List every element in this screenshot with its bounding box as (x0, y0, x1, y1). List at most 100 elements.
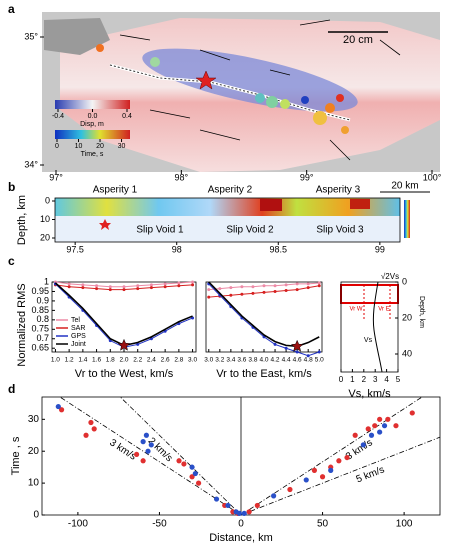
scale-label: 20 cm (343, 34, 373, 46)
series-point (306, 354, 310, 358)
legend-label: SAR (71, 325, 85, 332)
x-tick-label: 2.6 (161, 357, 170, 364)
series-point (284, 283, 288, 287)
y-tick-label: 20 (28, 446, 40, 457)
scatter-point (344, 454, 350, 461)
y-axis-label: Depth, km (418, 296, 425, 328)
x-tick-label: 4.4 (282, 357, 291, 364)
y-tick-label: 0.8 (36, 314, 49, 324)
series-point (317, 350, 321, 354)
x-tick-label: 1 (350, 375, 355, 384)
series-point (284, 289, 288, 293)
series-point (67, 282, 71, 286)
series-point (273, 284, 277, 288)
speed-line (59, 396, 242, 516)
scatter-point (140, 458, 146, 464)
cbar-label: 10 (75, 143, 83, 150)
scatter-point (365, 426, 371, 432)
series-point (177, 281, 181, 285)
map (42, 12, 440, 172)
x-axis-label: Vr to the East, km/s (216, 368, 312, 380)
x-tick-label: 1.4 (78, 357, 87, 364)
x-tick-label: 100 (396, 519, 413, 530)
y-tick-label: 10 (40, 214, 50, 224)
y-tick-label: 20 (402, 312, 412, 322)
lon-label: 100° (423, 172, 442, 182)
y-tick-label: 0.95 (31, 286, 49, 296)
x-tick-label: 3.6 (237, 357, 246, 364)
legend-label: Tel (71, 317, 80, 324)
series-point (95, 284, 99, 288)
scatter-point (311, 467, 318, 473)
x-tick-label: 98.5 (270, 244, 288, 254)
annotation: Vr E (378, 307, 389, 313)
series-point (207, 295, 211, 299)
series-point (122, 285, 126, 289)
scatter-point (246, 509, 252, 515)
scatter-point (148, 442, 154, 448)
x-tick-label: 5 (396, 375, 401, 384)
scatter-point (409, 410, 415, 416)
x-axis-label: Distance, km (209, 532, 273, 544)
series-point (273, 289, 277, 293)
x-tick-label: 2.4 (147, 357, 156, 364)
speed-line (240, 396, 423, 516)
series-point (177, 284, 181, 288)
x-tick-label: 4.6 (293, 357, 302, 364)
y-tick-label: 0 (402, 276, 407, 286)
scatter-point (236, 510, 242, 517)
y-tick-label: 0 (33, 510, 39, 521)
series-point (81, 286, 85, 290)
asperity-label: Asperity 2 (208, 185, 253, 196)
y-tick-label: 0.75 (31, 324, 49, 334)
panel-label: c (8, 254, 15, 268)
scatter-point (385, 416, 391, 422)
lat-label: 34° (24, 159, 38, 169)
cbar-label: 0.4 (122, 113, 132, 120)
series-point (108, 288, 112, 292)
legend-label: GPS (71, 333, 86, 340)
x-tick-label: 1.2 (65, 357, 74, 364)
speed-label: 3 km/s (107, 437, 138, 462)
cbar-label: 0.0 (88, 113, 98, 120)
asperity-label: Asperity 1 (93, 185, 138, 196)
scatter-point (287, 486, 293, 493)
series-point (284, 346, 288, 350)
legend-label: Joint (71, 341, 86, 348)
scatter-point (58, 407, 65, 413)
scatter-point (368, 432, 375, 438)
x-tick-label: 3.0 (188, 357, 197, 364)
scatter-point (88, 419, 94, 426)
y-tick-label: 1 (44, 276, 49, 286)
x-tick-label: 2.8 (174, 357, 183, 364)
x-tick-label: 2.2 (133, 357, 142, 364)
speed-line (120, 396, 242, 516)
series-point (218, 287, 222, 291)
series-point (229, 293, 233, 297)
scatter-point (134, 451, 140, 458)
series-point (306, 282, 310, 286)
scatter-point (303, 477, 309, 483)
series-point (306, 286, 310, 290)
series-point (295, 350, 299, 354)
slip-section (54, 191, 430, 243)
scatter-point (213, 496, 220, 502)
series-point (317, 281, 321, 285)
x-axis-label: Vs, km/s (348, 388, 391, 400)
series-point (295, 282, 299, 286)
y-tick-label: 30 (28, 414, 40, 425)
series-point (136, 284, 140, 288)
scatter-point (145, 448, 151, 454)
series-point (149, 283, 153, 287)
scatter-point (360, 442, 366, 448)
x-tick-label: 97.5 (66, 244, 84, 254)
series-point (163, 282, 167, 286)
cbar-label: 0 (55, 143, 59, 150)
series-point (136, 342, 140, 346)
panel-label: a (8, 2, 15, 16)
y-axis-label: Depth, km (16, 195, 28, 245)
scatter-point (143, 432, 149, 438)
scatter-point (181, 461, 187, 467)
x-tick-label: 3.4 (226, 357, 235, 364)
